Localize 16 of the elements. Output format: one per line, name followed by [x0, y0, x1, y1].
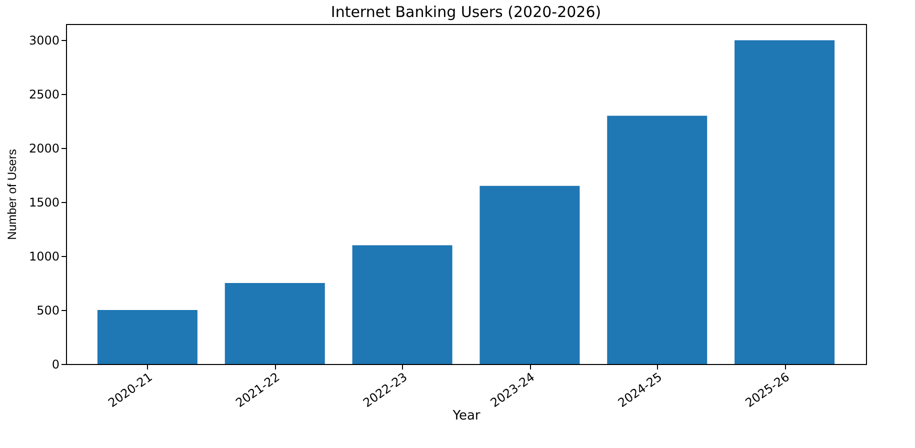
- bar: [607, 116, 708, 364]
- y-tick-label: 2000: [28, 142, 60, 156]
- x-axis-title: Year: [452, 408, 481, 424]
- y-tick-label: 0: [52, 358, 60, 372]
- y-tick-label: 2500: [28, 88, 60, 102]
- y-tick-label: 3000: [28, 34, 60, 48]
- y-axis-title: Number of Users: [4, 149, 19, 240]
- chart-title: Internet Banking Users (2020-2026): [330, 3, 602, 21]
- bar: [97, 310, 198, 364]
- y-tick-label: 1000: [28, 250, 60, 264]
- y-tick-label: 1500: [28, 196, 60, 210]
- y-tick-label: 500: [36, 304, 60, 318]
- bar: [224, 283, 325, 364]
- bar: [480, 186, 580, 364]
- bar: [352, 245, 452, 364]
- bar: [734, 40, 835, 364]
